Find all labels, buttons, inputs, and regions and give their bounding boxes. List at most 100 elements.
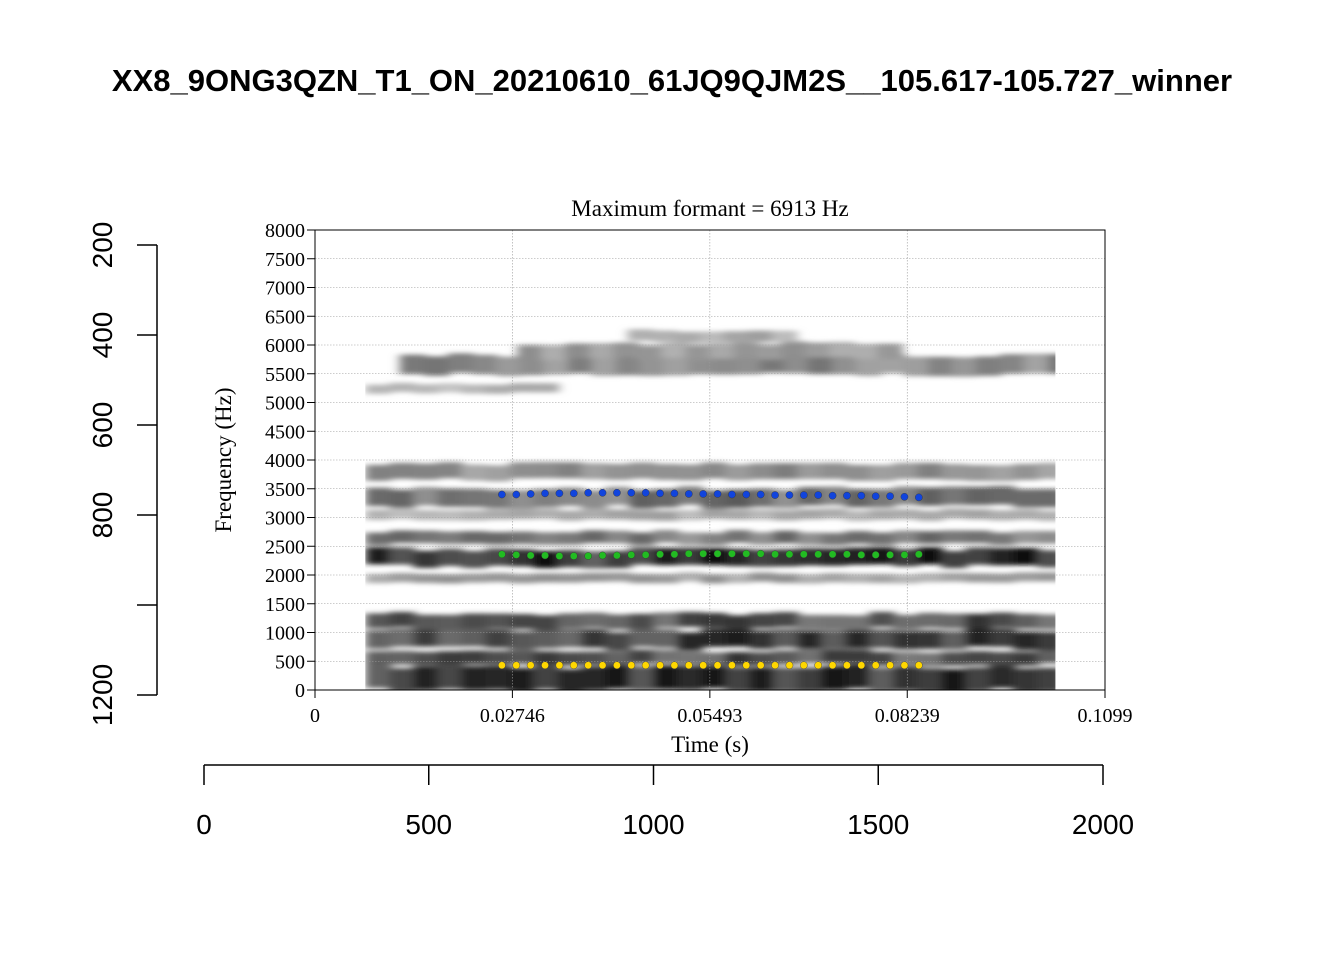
data-point: [828, 661, 837, 670]
data-point: [814, 550, 822, 559]
data-point: [771, 491, 779, 499]
y-tick-label: 6500: [265, 306, 305, 328]
data-point: [512, 490, 521, 499]
data-point: [728, 661, 736, 670]
x-tick-label: 0.08239: [875, 705, 940, 727]
data-point: [728, 490, 736, 499]
outer-bottom-axis: 0 500 1000 1500 2000: [196, 764, 1134, 840]
data-point: [886, 551, 894, 559]
data-point: [756, 661, 765, 670]
y-tick-label: 1000: [265, 623, 305, 645]
data-point: [498, 661, 506, 670]
y-tick-label: 7500: [265, 249, 305, 271]
y-tick-label: 4500: [265, 421, 305, 443]
data-point: [742, 661, 751, 670]
data-point: [800, 550, 808, 559]
data-point: [555, 661, 564, 670]
outer-y-tick-label: 1200: [87, 664, 118, 726]
data-point: [569, 661, 578, 670]
data-point: [512, 551, 521, 559]
data-point: [613, 488, 621, 497]
data-point: [641, 551, 650, 559]
outer-y-tick-label: 200: [87, 222, 118, 269]
data-point: [512, 661, 521, 670]
data-point: [627, 488, 636, 497]
data-point: [526, 490, 535, 498]
data-point: [656, 661, 664, 670]
data-point: [555, 489, 564, 498]
data-point: [584, 552, 592, 560]
data-point: [598, 551, 607, 560]
outer-y-tick-label: 800: [87, 492, 118, 539]
data-point: [900, 661, 909, 670]
data-point: [756, 490, 765, 499]
data-point: [598, 661, 607, 670]
x-tick-label: 0.05493: [677, 705, 742, 727]
data-point: [555, 552, 564, 560]
formant-series: [498, 488, 923, 670]
data-point: [584, 661, 592, 670]
data-point: [627, 661, 636, 670]
data-point: [800, 491, 808, 499]
formant-series-1: [498, 661, 923, 670]
data-point: [828, 550, 837, 559]
data-point: [871, 492, 880, 501]
x-tick-label: 0.02746: [480, 705, 545, 727]
data-point: [915, 550, 923, 559]
data-point: [886, 661, 894, 670]
y-tick-label: 5000: [265, 393, 305, 415]
data-point: [857, 661, 866, 670]
data-point: [843, 661, 851, 670]
outer-x-tick-label: 500: [405, 809, 452, 840]
data-point: [699, 661, 707, 670]
y-tick-label: 3500: [265, 479, 305, 501]
data-point: [526, 661, 535, 670]
data-point: [871, 661, 880, 670]
data-point: [742, 549, 751, 558]
data-point: [800, 661, 808, 670]
data-point: [684, 549, 693, 558]
data-point: [871, 551, 880, 559]
data-point: [598, 488, 607, 497]
data-point: [699, 490, 707, 498]
grid-lines: [315, 230, 1105, 690]
page-title: XX8_9ONG3QZN_T1_ON_20210610_61JQ9QJM2S__…: [112, 63, 1232, 98]
data-point: [785, 661, 794, 670]
data-point: [843, 550, 851, 559]
data-point: [641, 661, 650, 670]
data-point: [684, 490, 693, 498]
data-point: [771, 661, 779, 670]
outer-y-tick-label: 600: [87, 402, 118, 449]
chart-title: Maximum formant = 6913 Hz: [571, 196, 848, 221]
data-point: [541, 551, 549, 560]
outer-x-tick-label: 1500: [847, 809, 909, 840]
y-tick-label: 1500: [265, 594, 305, 616]
data-point: [670, 489, 679, 498]
y-tick-label: 500: [275, 651, 305, 673]
data-point: [886, 492, 894, 501]
data-point: [584, 488, 592, 497]
data-point: [569, 489, 578, 498]
data-point: [670, 661, 679, 670]
data-point: [713, 661, 722, 670]
data-point: [771, 550, 779, 559]
x-tick-label: 0.1099: [1078, 705, 1133, 727]
y-tick-label: 2000: [265, 565, 305, 587]
data-point: [613, 661, 621, 670]
outer-x-tick-label: 2000: [1072, 809, 1134, 840]
y-tick-label: 6000: [265, 335, 305, 357]
data-point: [641, 488, 650, 497]
data-point: [498, 550, 506, 559]
y-axis-label: Frequency (Hz): [211, 388, 236, 533]
data-point: [541, 661, 549, 670]
data-point: [742, 490, 751, 499]
data-point: [900, 551, 909, 559]
data-point: [843, 491, 851, 500]
y-tick-label: 2500: [265, 536, 305, 558]
y-tick-label: 4000: [265, 450, 305, 472]
x-axis: 0 0.02746 0.05493 0.08239 0.1099: [310, 690, 1133, 727]
outer-x-tick-label: 1000: [622, 809, 684, 840]
data-point: [569, 552, 578, 560]
formant-series-3: [498, 488, 923, 502]
